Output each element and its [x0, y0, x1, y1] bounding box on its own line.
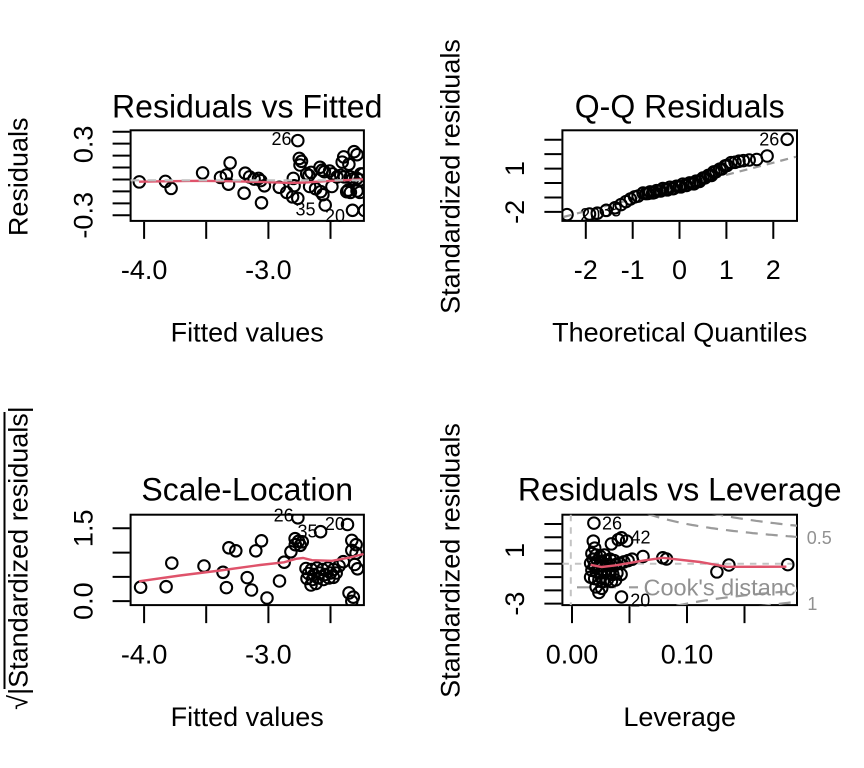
svg-text:Scale-Location: Scale-Location [141, 471, 353, 507]
svg-text:-3.0: -3.0 [245, 639, 292, 669]
svg-text:26: 26 [274, 506, 294, 526]
svg-text:-2: -2 [500, 200, 530, 224]
svg-text:Theoretical Quantiles: Theoretical Quantiles [552, 318, 807, 348]
svg-text:1: 1 [719, 255, 734, 285]
svg-text:1: 1 [807, 594, 817, 614]
svg-text:26: 26 [759, 130, 779, 150]
svg-text:-2: -2 [574, 255, 598, 285]
svg-text:1.5: 1.5 [69, 510, 99, 548]
svg-text:20: 20 [580, 205, 600, 225]
svg-text:35: 35 [297, 522, 317, 542]
svg-text:-0.3: -0.3 [69, 192, 99, 239]
svg-text:0.00: 0.00 [546, 639, 599, 669]
svg-text:-4.0: -4.0 [121, 639, 168, 669]
svg-text:√|Standardized residuals|: √|Standardized residuals| [4, 406, 34, 710]
svg-text:Q-Q Residuals: Q-Q Residuals [575, 88, 785, 124]
svg-text:0.0: 0.0 [69, 582, 99, 620]
svg-text:26: 26 [271, 129, 291, 149]
svg-text:1: 1 [500, 543, 530, 558]
svg-text:Fitted values: Fitted values [171, 702, 324, 732]
svg-text:Residuals vs Fitted: Residuals vs Fitted [112, 88, 382, 124]
svg-text:1: 1 [500, 161, 530, 176]
svg-text:0.5: 0.5 [807, 528, 832, 548]
svg-text:35: 35 [601, 201, 621, 221]
svg-text:Residuals vs Leverage: Residuals vs Leverage [518, 471, 842, 507]
svg-text:0.3: 0.3 [69, 126, 99, 164]
svg-text:Leverage: Leverage [623, 702, 736, 732]
svg-text:2: 2 [766, 255, 781, 285]
svg-text:Fitted values: Fitted values [171, 318, 324, 348]
svg-text:Standardized residuals: Standardized residuals [436, 423, 466, 698]
svg-text:20: 20 [325, 514, 345, 534]
svg-text:20: 20 [325, 206, 345, 226]
svg-text:Cook's distance: Cook's distance [644, 575, 809, 601]
svg-text:Residuals: Residuals [4, 118, 34, 237]
svg-text:26: 26 [602, 514, 622, 534]
svg-text:0.10: 0.10 [661, 639, 714, 669]
svg-text:-4.0: -4.0 [121, 255, 168, 285]
svg-text:-3.0: -3.0 [245, 255, 292, 285]
svg-text:Standardized residuals: Standardized residuals [436, 39, 466, 314]
svg-text:20: 20 [630, 591, 650, 611]
svg-text:42: 42 [631, 527, 651, 547]
svg-text:0: 0 [672, 255, 687, 285]
svg-text:35: 35 [295, 200, 315, 220]
svg-text:-3: -3 [500, 592, 530, 616]
svg-text:-1: -1 [621, 255, 645, 285]
